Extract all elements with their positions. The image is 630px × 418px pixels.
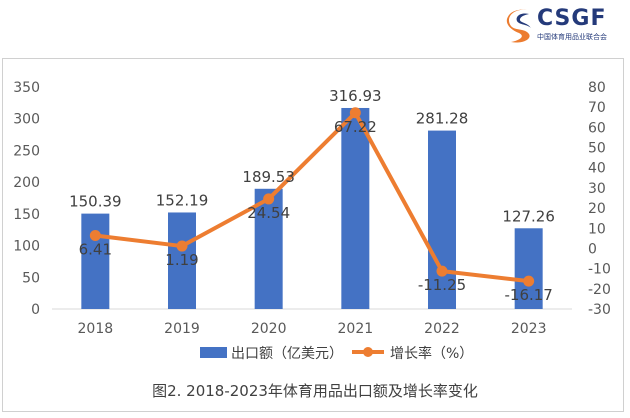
x-axis-tick-label: 2022: [424, 321, 460, 337]
bar: [428, 130, 456, 309]
logo-text: CSGF: [537, 6, 607, 31]
line-point: [176, 240, 188, 252]
bar-data-label: 316.93: [329, 87, 382, 105]
csgf-logo: CSGF 中国体育用品业联合会: [503, 4, 627, 48]
legend-bar-swatch: [200, 347, 227, 358]
left-axis-tick-label: 200: [13, 175, 40, 191]
x-axis-tick-label: 2020: [251, 321, 287, 337]
chart-frame: [2, 58, 624, 412]
left-axis-tick-label: 100: [13, 239, 40, 255]
line-data-label: 67.22: [334, 118, 377, 136]
bar: [168, 212, 196, 309]
bar-data-label: 281.28: [416, 110, 469, 128]
bar-series: [81, 107, 543, 309]
line-data-label: -11.25: [418, 276, 466, 294]
right-axis-tick-label: 50: [588, 141, 606, 157]
bar: [81, 213, 110, 309]
right-axis: -30 -20 -10 0 10 20 30 40 50 60 70 80: [588, 80, 611, 318]
legend: 出口额（亿美元） 增长率（%）: [200, 345, 473, 362]
line-point: [349, 107, 361, 119]
csgf-swoosh-icon: [506, 9, 531, 43]
right-axis-tick-label: 80: [588, 80, 606, 96]
line-data-label: 24.54: [247, 204, 290, 222]
line-point: [89, 230, 101, 242]
line-data-labels: 6.41 1.19 24.54 67.22 -11.25 -16.17: [79, 118, 553, 304]
bar-data-label: 150.39: [69, 193, 122, 211]
logo-subtitle: 中国体育用品业联合会: [537, 33, 607, 41]
line-point: [263, 193, 275, 205]
legend-line-label: 增长率（%）: [390, 345, 473, 362]
right-axis-tick-label: 20: [588, 201, 606, 217]
x-axis: 2018 2019 2020 2021 2022 2023: [78, 321, 547, 337]
legend-bar-label: 出口额（亿美元）: [231, 346, 343, 362]
growth-rate-line: [95, 110, 529, 284]
x-axis-tick-label: 2018: [78, 321, 114, 337]
line-point: [436, 265, 448, 277]
right-axis-tick-label: -10: [588, 262, 611, 278]
bar-data-label: 189.53: [242, 168, 295, 186]
left-axis-tick-label: 250: [13, 143, 40, 159]
bar-data-labels: 150.39 152.19 189.53 316.93 281.28 127.26: [69, 87, 555, 225]
right-axis-tick-label: 60: [588, 120, 606, 136]
bar-data-label: 152.19: [156, 191, 209, 209]
left-axis-tick-label: 300: [13, 112, 40, 128]
bar: [341, 107, 370, 309]
left-axis: 0 50 100 150 200 250 300 350: [13, 80, 40, 318]
left-axis-tick-label: 350: [13, 80, 40, 96]
legend-line-marker: [363, 347, 373, 357]
right-axis-tick-label: 70: [588, 100, 606, 116]
line-data-label: -16.17: [504, 286, 552, 304]
left-axis-tick-label: 150: [13, 207, 40, 223]
right-axis-tick-label: -20: [588, 282, 611, 298]
chart-caption: 图2. 2018-2023年体育用品出口额及增长率变化: [152, 382, 478, 400]
left-axis-tick-label: 50: [22, 270, 40, 286]
line-data-label: 1.19: [165, 251, 198, 269]
line-data-label: 6.41: [79, 241, 112, 259]
x-axis-tick-label: 2019: [164, 321, 200, 337]
line-point: [523, 275, 535, 287]
left-axis-tick-label: 0: [31, 302, 40, 318]
x-axis-tick-label: 2023: [511, 321, 547, 337]
right-axis-tick-label: 40: [588, 161, 606, 177]
right-axis-tick-label: 0: [588, 241, 597, 257]
line-series: [89, 107, 535, 287]
bar: [514, 228, 543, 309]
right-axis-tick-label: 10: [588, 221, 606, 237]
x-axis-tick-label: 2021: [338, 321, 374, 337]
right-axis-tick-label: 30: [588, 181, 606, 197]
right-axis-tick-label: -30: [588, 302, 611, 318]
bar-data-label: 127.26: [502, 207, 555, 225]
bar: [254, 188, 283, 309]
